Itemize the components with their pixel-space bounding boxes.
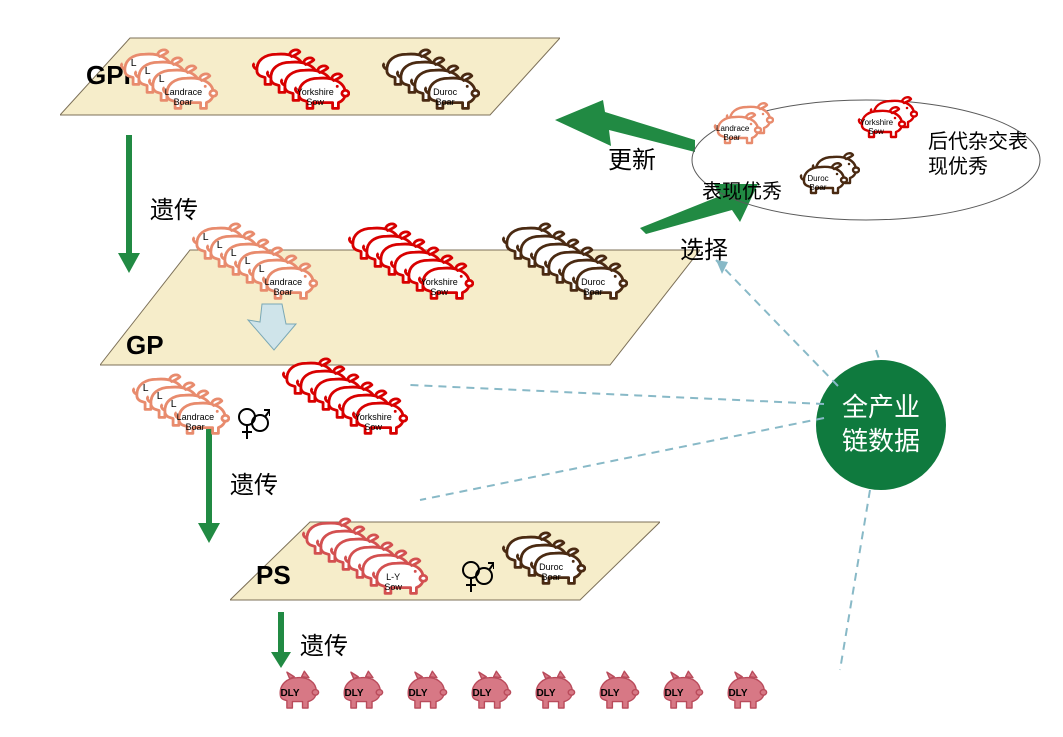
ps-ly-pig: L-Y Sow — [370, 555, 428, 597]
mating-icon-1 — [236, 405, 270, 445]
dly-pig: DLY — [658, 670, 704, 712]
dly-pig: DLY — [530, 670, 576, 712]
sel-duroc-pig: Duroc Boar — [798, 160, 848, 196]
dly-pig: DLY — [274, 670, 320, 712]
dly-pig: DLY — [338, 670, 384, 712]
sel-landrace-pig: Landrace Boar — [712, 110, 762, 146]
dly-pig: DLY — [594, 670, 640, 712]
ps-duroc-pig: Duroc Boar — [528, 545, 586, 587]
sel-yorkshire-pig: Yorkshire Sow — [856, 104, 906, 140]
dly-pig: DLY — [466, 670, 512, 712]
gp-duroc-pig: Duroc Boar — [570, 260, 628, 302]
gpp-landrace-pig: Landrace Boar — [160, 70, 218, 112]
gp2-landrace-pig: Landrace Boar — [172, 395, 230, 437]
mating-icon-2 — [460, 558, 494, 598]
gp2-yorkshire-pig: Yorkshire Sow — [350, 395, 408, 437]
gp-landrace-pig: Landrace Boar — [260, 260, 318, 302]
gp-yorkshire-pig: Yorkshire Sow — [416, 260, 474, 302]
dly-pig: DLY — [402, 670, 448, 712]
gpp-duroc-pig: Duroc Boar — [422, 70, 480, 112]
gpp-yorkshire-pig: Yorkshire Sow — [292, 70, 350, 112]
dly-pig: DLY — [722, 670, 768, 712]
